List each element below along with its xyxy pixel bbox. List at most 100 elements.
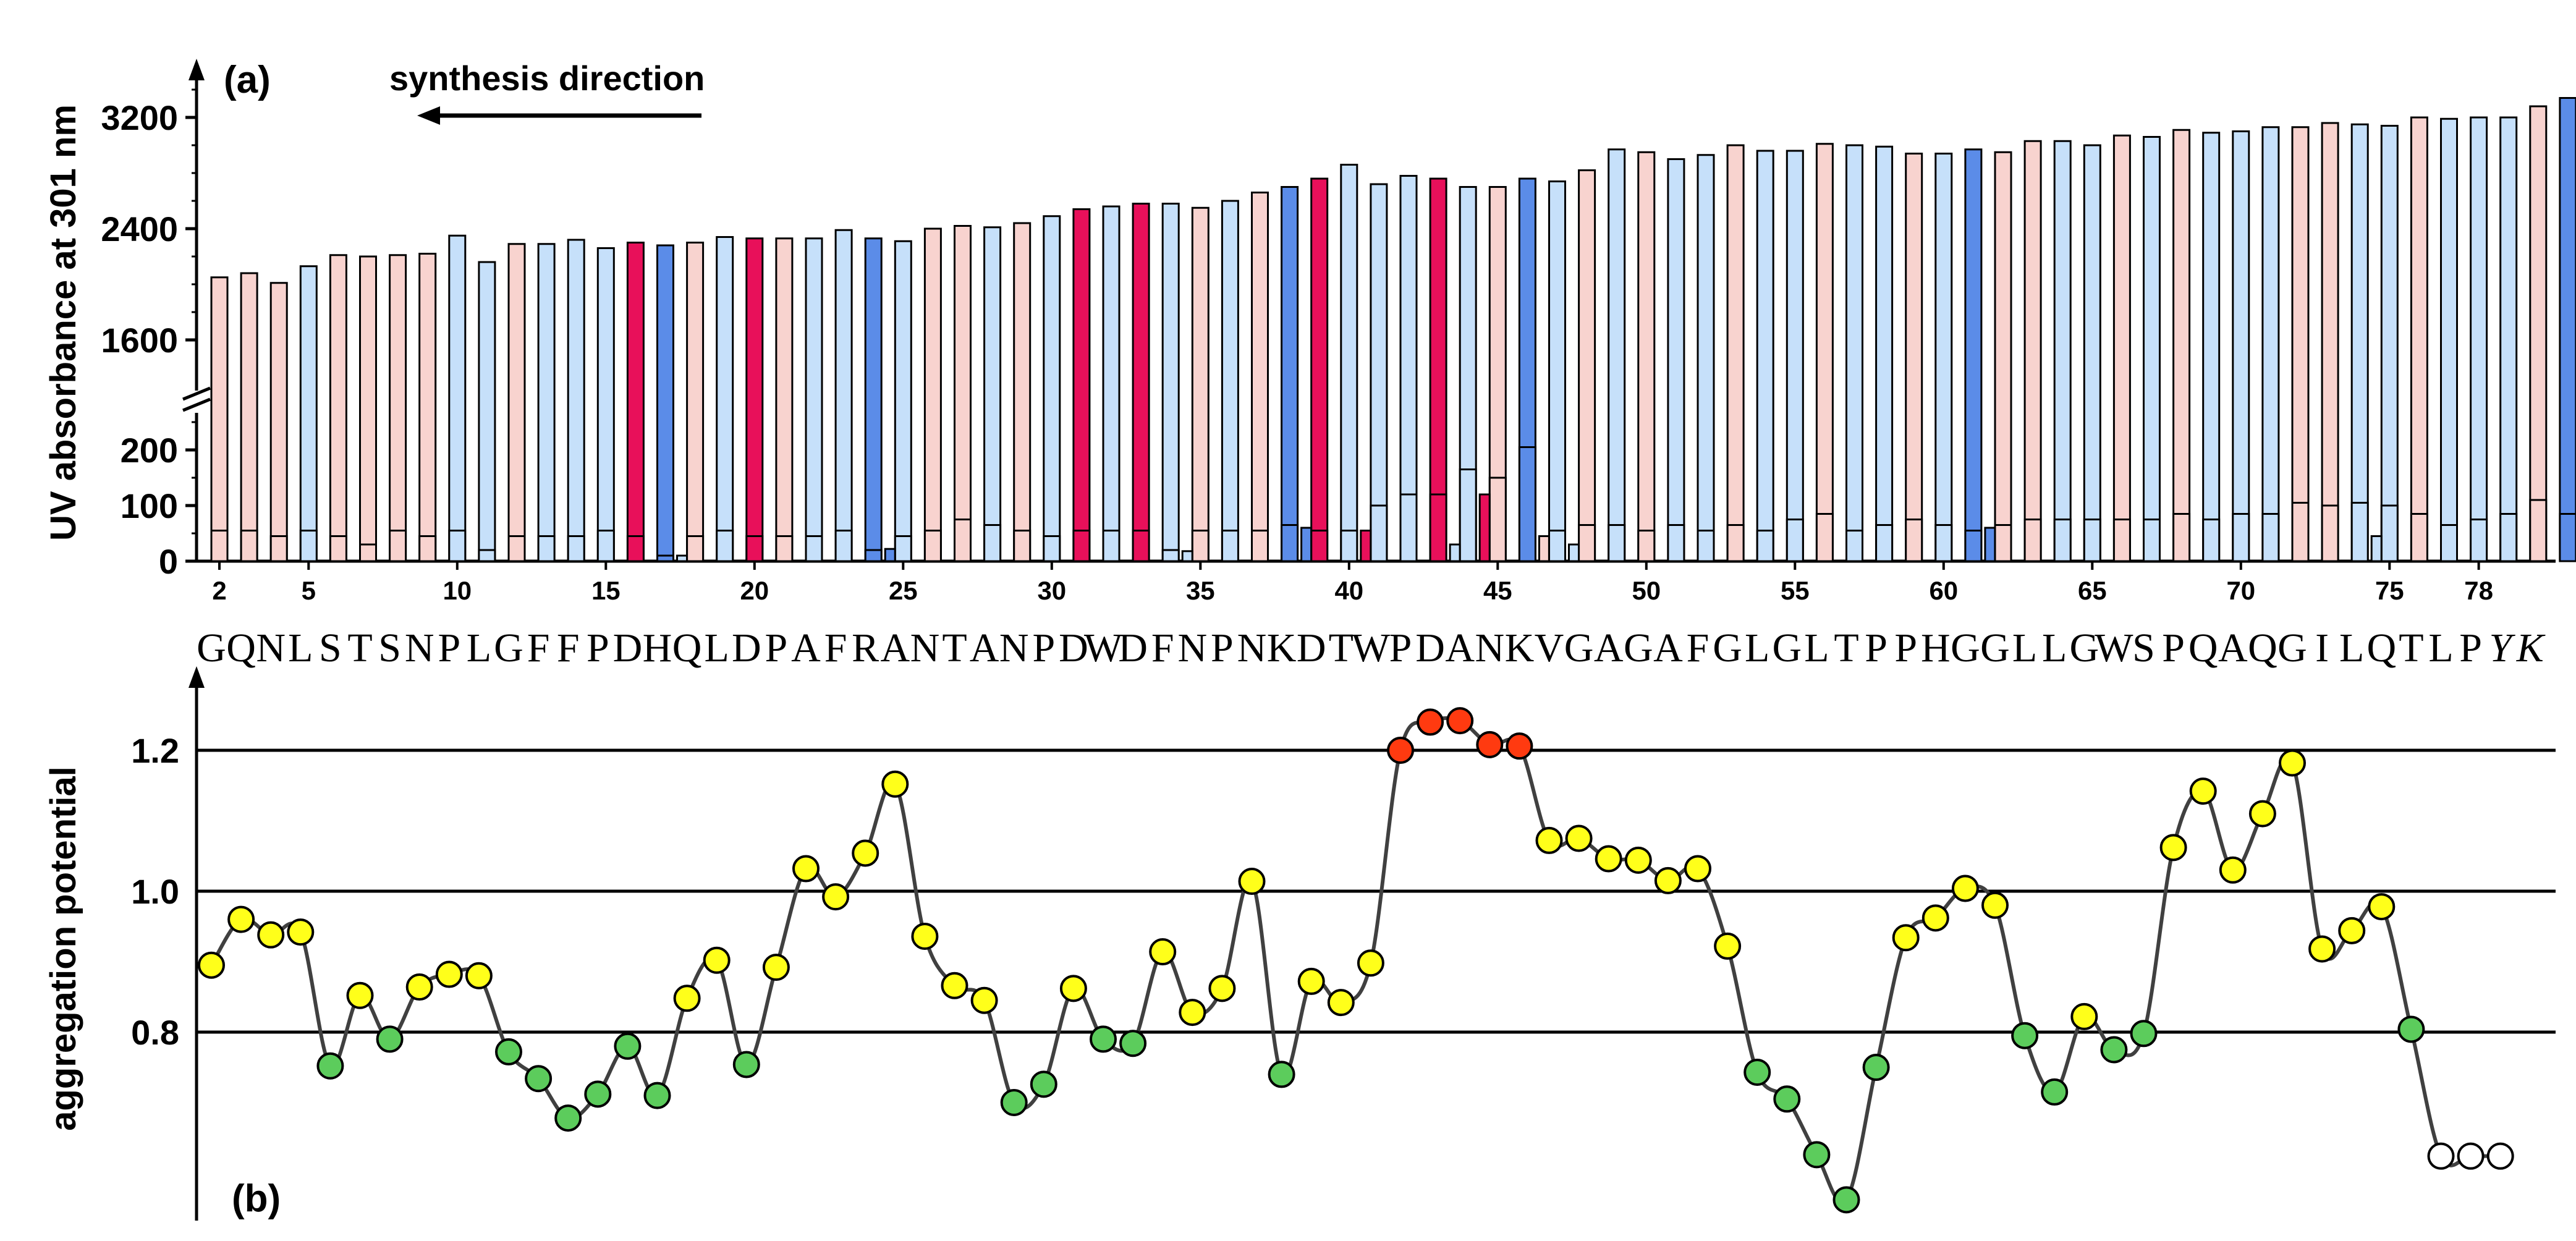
y-tick-b-0.8: 0.8 [131, 1013, 179, 1052]
sequence-row: G Q N L S T S N P L G F F P D H Q L D P A F R A N T A N P DWD F N P N K D TW… [197, 625, 2546, 671]
bar-extra-9 [1568, 543, 1580, 562]
point-45 [1506, 732, 1533, 760]
bar-lower-28 [1013, 530, 1032, 562]
point-44 [1476, 731, 1504, 758]
point-49 [1624, 846, 1652, 874]
bar-upper-8 [418, 253, 437, 562]
bar-extra-10 [1984, 527, 1996, 562]
sequence-letter-19: D [732, 625, 761, 671]
point-39 [1327, 989, 1355, 1017]
bar-upper-10 [478, 261, 496, 562]
sequence-letter-59: H [1921, 625, 1951, 671]
point-1 [198, 951, 225, 979]
bar-lower-35 [1221, 530, 1239, 562]
point-46 [1535, 826, 1563, 854]
point-43 [1446, 707, 1474, 735]
bar-lower-25 [923, 530, 942, 562]
sequence-letter-34: N [1177, 625, 1207, 671]
sequence-letter-17: Q [672, 625, 702, 671]
point-62 [2011, 1022, 2039, 1049]
point-10 [465, 962, 493, 989]
bar-lower-21 [805, 535, 823, 562]
aggregation-line [210, 716, 2501, 1205]
bar-upper-48 [1608, 148, 1626, 562]
x-tick-20: 20 [740, 576, 769, 605]
bar-upper-74 [2380, 125, 2399, 562]
sequence-letter-27: A [970, 625, 999, 671]
bar-extra-2 [884, 548, 896, 562]
sequence-letter-3: N [256, 625, 286, 671]
sequence-letter-25: N [910, 625, 940, 671]
bar-lower-54 [1786, 519, 1804, 562]
sequence-letter-14: P [587, 625, 609, 671]
bar-upper-5 [329, 254, 347, 562]
x-tick-75: 75 [2375, 576, 2404, 605]
point-56 [1832, 1186, 1860, 1214]
bar-lower-56 [1845, 530, 1863, 562]
point-32 [1119, 1030, 1147, 1057]
x-tick-2: 2 [212, 576, 226, 605]
bar-upper-73 [2350, 123, 2369, 562]
sequence-letter-13: F [557, 625, 580, 671]
bar-lower-32 [1132, 530, 1150, 562]
bar-lower-8 [418, 535, 437, 562]
bar-upper-30 [1072, 208, 1091, 562]
point-24 [881, 770, 909, 798]
bar-lower-65 [2112, 519, 2131, 562]
y-tick-lower-0: 0 [159, 542, 178, 581]
bar-lower-74 [2380, 504, 2399, 562]
bar-upper-13 [567, 239, 585, 562]
bar-upper-29 [1043, 215, 1061, 562]
point-19 [732, 1051, 760, 1078]
bar-upper-77 [2470, 116, 2488, 562]
bar-lower-66 [2143, 519, 2161, 562]
point-77 [2457, 1142, 2485, 1170]
bar-upper-63 [2053, 140, 2072, 562]
bar-lower-72 [2321, 504, 2339, 562]
bar-lower-46 [1548, 530, 1566, 562]
point-66 [2130, 1020, 2158, 1048]
bar-upper-19 [745, 237, 764, 562]
point-65 [2100, 1036, 2128, 1064]
point-14 [584, 1080, 612, 1108]
sequence-letter-33: F [1151, 625, 1174, 671]
bar-lower-78 [2499, 513, 2518, 562]
panel-b-line-chart: aggregation potential 0.8 1.0 1.2 (b) [43, 666, 2556, 1221]
bar-upper-51 [1697, 154, 1715, 562]
bar-upper-7 [389, 254, 407, 562]
bar-lower-10 [478, 549, 496, 562]
bar-lower-57 [1875, 524, 1894, 562]
y-axis-label-b: aggregation potential [43, 766, 83, 1131]
bar-lower-77 [2470, 519, 2488, 562]
y-tick-lower-200: 200 [121, 431, 178, 470]
point-54 [1773, 1085, 1801, 1113]
bar-upper-78 [2499, 116, 2518, 562]
bar-lower-38 [1310, 530, 1329, 562]
bar-upper-20 [775, 237, 794, 562]
point-30 [1059, 975, 1087, 1002]
bar-upper-3 [269, 282, 288, 562]
bar-lower-24 [894, 535, 912, 562]
sequence-letter-71: G [2277, 625, 2307, 671]
point-29 [1030, 1070, 1057, 1098]
x-tick-5: 5 [302, 576, 316, 605]
sequence-letter-5: S [319, 625, 342, 671]
y-tick-upper-1600: 1600 [101, 321, 178, 360]
sequence-letter-60: G [1951, 625, 1980, 671]
synthesis-direction-arrow [417, 106, 701, 125]
bar-upper-57 [1875, 145, 1894, 562]
bar-lower-26 [954, 519, 972, 562]
bar-extra-7 [1478, 493, 1491, 562]
bar-lower-40 [1370, 504, 1388, 562]
bar-upper-69 [2232, 130, 2250, 562]
bar-lower-15 [626, 535, 645, 562]
point-13 [554, 1104, 582, 1132]
bar-lower-29 [1043, 535, 1061, 562]
sequence-letter-35: P [1211, 625, 1234, 671]
sequence-letter-42: D [1415, 625, 1445, 671]
sequence-letter-8: N [405, 625, 434, 671]
sequence-letter-40: W [1352, 625, 1391, 671]
bar-lower-59 [1934, 524, 1953, 562]
axis-break-mark [182, 397, 211, 412]
point-9 [435, 960, 463, 988]
